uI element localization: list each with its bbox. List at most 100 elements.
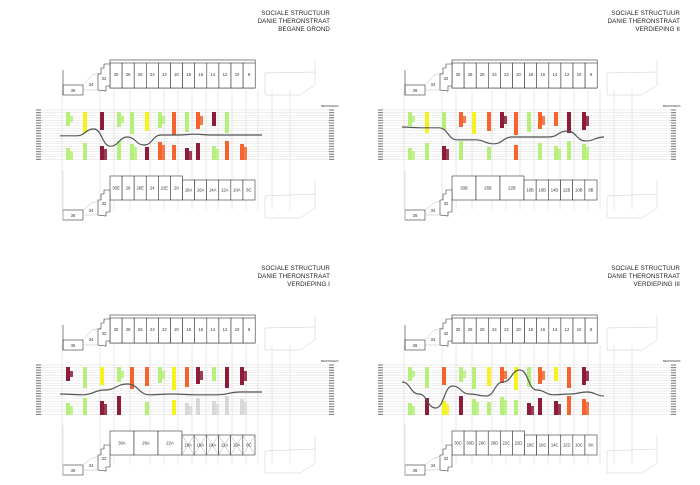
side-unit-32: [97, 189, 111, 217]
cross-line: [181, 434, 195, 456]
scale-tick: [671, 403, 676, 405]
bar-upper: [514, 112, 518, 135]
cross-line: [242, 434, 256, 456]
scale-tick: [36, 400, 41, 402]
scale-tick: [329, 382, 334, 384]
bar-lower: [70, 151, 73, 160]
scale-tick: [329, 408, 334, 410]
scale-tick: [36, 117, 41, 119]
side-unit-label: 36: [71, 468, 76, 473]
bar-upper: [66, 367, 70, 381]
scale-tick: [671, 380, 676, 382]
bar-upper: [172, 367, 176, 390]
scale-tick: [36, 385, 41, 387]
scale-tick: [671, 143, 676, 145]
bar-lower: [66, 403, 70, 415]
top-unit-label: 8: [248, 72, 251, 77]
top-unit-label: 12: [565, 72, 570, 77]
top-unit: [584, 62, 598, 89]
bar-lower: [459, 141, 463, 160]
scale-tick: [329, 153, 334, 155]
scale-tick: [329, 130, 334, 132]
scale-tick: [378, 374, 383, 376]
side-unit-label: 32: [102, 456, 107, 461]
bar-lower: [212, 401, 216, 415]
bar-upper: [225, 367, 229, 388]
top-unit-label: 28: [468, 327, 473, 332]
bar-upper: [162, 116, 165, 124]
bar-lower: [500, 397, 504, 415]
top-unit-label: 30: [456, 72, 461, 77]
bottom-unit-label: 26C: [478, 441, 486, 446]
scale-tick: [378, 114, 383, 116]
bottom-unit-label: 12B: [563, 188, 571, 193]
scale-tick: [378, 109, 383, 111]
bar-lower: [459, 396, 463, 415]
side-unit-34: [424, 327, 443, 346]
bar-upper: [212, 367, 216, 381]
bar-upper: [459, 112, 463, 127]
bar-upper: [117, 112, 121, 127]
bar-lower: [172, 145, 176, 160]
bottom-unit-label: 8A: [588, 443, 593, 448]
scale-tick: [671, 109, 676, 111]
scale-tick: [378, 135, 383, 137]
scale-tick: [671, 413, 676, 415]
scale-tick: [329, 393, 334, 395]
bar-upper: [542, 371, 545, 380]
title-line-2: DANIE THERONSTRAAT: [257, 273, 330, 280]
side-unit-label: 34: [89, 82, 94, 87]
scale-tick: [36, 127, 41, 129]
panel-title: SOCIALE STRUCTUUR DANIE THERONSTRAAT VER…: [258, 265, 330, 289]
scale-tick: [378, 382, 383, 384]
scale-tick: [378, 372, 383, 374]
empty-plot: [606, 315, 658, 351]
scale-tick: [378, 130, 383, 132]
scale-tick: [329, 372, 334, 374]
scale-tick: [671, 377, 676, 379]
bar-upper: [408, 112, 412, 126]
bar-upper: [538, 367, 542, 384]
scale-tick: [329, 403, 334, 405]
bar-lower: [408, 403, 412, 415]
bar-upper: [145, 367, 149, 386]
scale-tick: [36, 156, 41, 158]
bar-upper: [425, 367, 429, 388]
bar-lower: [225, 141, 229, 160]
bottom-unit-label: 22D: [515, 441, 523, 446]
scale-tick: [329, 125, 334, 127]
top-unit-label: 26: [480, 327, 485, 332]
bar-upper: [567, 367, 571, 388]
scale-tick: [378, 158, 383, 160]
side-unit-label: 32: [444, 331, 449, 336]
bar-lower: [567, 141, 571, 160]
bar-lower: [145, 147, 149, 160]
bottom-unit-label: 8B: [588, 188, 593, 193]
scale-tick: [378, 385, 383, 387]
title-line-2: DANIE THERONSTRAAT: [607, 273, 680, 280]
scale-tick: [671, 138, 676, 140]
scale-tick: [36, 403, 41, 405]
bar-lower: [408, 148, 412, 160]
bar-lower: [554, 401, 558, 415]
top-unit-label: 26: [138, 72, 143, 77]
scale-tick: [671, 114, 676, 116]
bar-upper: [412, 371, 415, 377]
top-unit: [242, 62, 256, 89]
panel-begane-grond: SOCIALE STRUCTUUR DANIE THERONSTRAAT BEG…: [0, 0, 340, 230]
legend-tag: BEWONERS: [663, 104, 681, 108]
bottom-unit-label: 30C: [454, 441, 462, 446]
bottom-unit-label: 26B: [484, 186, 492, 191]
diagram-group: BEWONERS 30 28 26 24 22 20 18 16 14 12 10 8 36 34 32 30A…: [36, 314, 339, 476]
bar-lower: [514, 400, 518, 415]
scale-tick: [329, 385, 334, 387]
title-line-1: SOCIALE STRUCTUUR: [261, 265, 330, 272]
scale-tick: [671, 367, 676, 369]
top-unit-label: 20: [174, 72, 179, 77]
bar-lower: [134, 147, 137, 160]
scale-tick: [329, 143, 334, 145]
scale-tick: [378, 411, 383, 413]
scale-tick: [378, 132, 383, 134]
bar-upper: [412, 116, 415, 122]
scale-tick: [378, 127, 383, 129]
